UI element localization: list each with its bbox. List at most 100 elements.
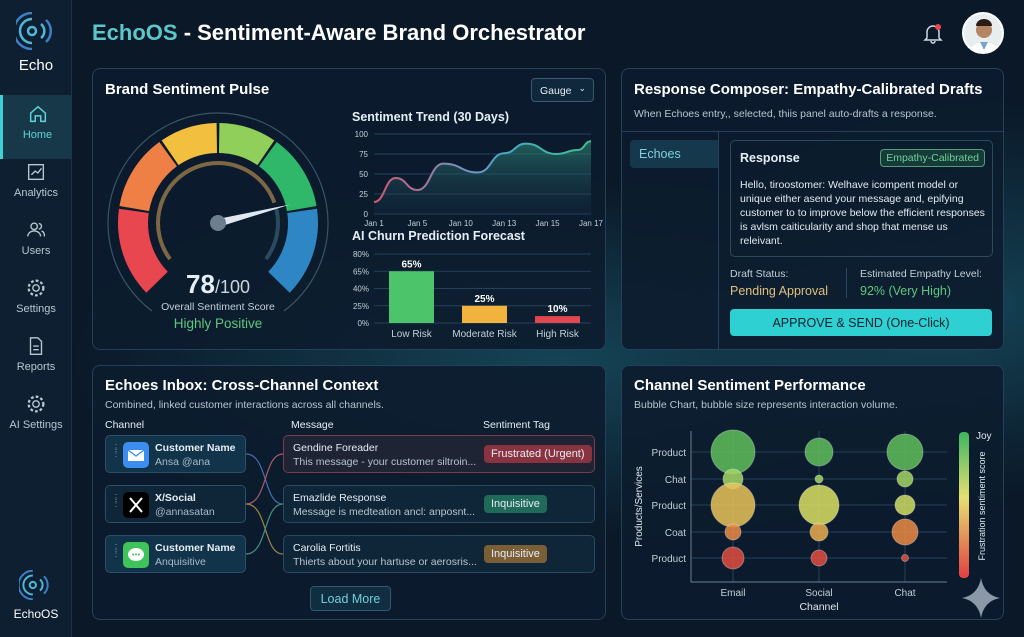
x-tick-label: Jan 10 <box>449 219 474 228</box>
colorbar-label: Frustration sentiment score <box>977 451 987 560</box>
score-display: 78/100 <box>93 269 343 300</box>
panel-subtitle: Bubble Chart, bubble size represents int… <box>634 399 898 411</box>
sparkle-icon <box>962 578 1000 618</box>
y-tick-label: Product <box>652 501 687 512</box>
bubble[interactable] <box>896 470 914 488</box>
y-tick-label: Product <box>652 554 687 565</box>
notifications-button[interactable] <box>922 22 944 49</box>
panel-subtitle: When Echoes entry,, selected, thiis pane… <box>634 108 937 120</box>
y-tick-label: 0 <box>364 210 369 219</box>
sidebar-item-settings[interactable]: Settings <box>0 269 72 333</box>
message-row[interactable]: Emazlide Response Message is medteation a… <box>283 485 595 523</box>
response-body[interactable]: Hello, tiroostomer: Welhave icompent mod… <box>740 179 985 247</box>
sidebar-item-ai-settings[interactable]: AI Settings <box>0 385 72 449</box>
gauge-remaining-arc <box>264 207 280 261</box>
drag-handle-icon[interactable]: ⋮ ⋮ <box>111 493 121 509</box>
load-more-button[interactable]: Load More <box>310 586 391 611</box>
bar <box>389 271 434 323</box>
bubble[interactable] <box>886 433 924 471</box>
sentiment-status: Highly Positive <box>173 316 263 331</box>
bubble[interactable] <box>798 484 840 526</box>
draft-status-label: Draft Status: <box>730 268 789 280</box>
x-logo-icon <box>123 492 149 518</box>
bubble[interactable] <box>901 554 909 562</box>
y-axis-label: Products/Services <box>634 466 645 547</box>
bubble[interactable] <box>710 482 756 528</box>
echo-logo[interactable]: Echo <box>0 11 72 74</box>
drag-handle-icon[interactable]: ⋮ ⋮ <box>111 443 121 459</box>
score-label: Overall Sentiment Score <box>161 301 275 313</box>
mail-icon <box>123 442 149 468</box>
panel-title: Response Composer: Empathy-Calibrated Dr… <box>634 81 983 98</box>
y-tick-label: 50 <box>359 170 368 179</box>
panel-title: Channel Sentiment Performance <box>634 377 866 394</box>
gauge-progress-arc <box>156 161 277 261</box>
view-select[interactable]: Gauge ⌄ <box>531 78 594 102</box>
approve-send-button[interactable]: APPROVE & SEND (One-Click) <box>730 309 992 336</box>
echoes-inbox-panel: Echoes Inbox: Cross-Channel Context Comb… <box>92 365 606 620</box>
message-title: Gendine Foreader <box>293 442 379 454</box>
panel-title: Brand Sentiment Pulse <box>105 81 270 98</box>
bubble[interactable] <box>891 518 919 546</box>
score-max: /100 <box>214 277 250 297</box>
bubble[interactable] <box>724 523 742 541</box>
column-header-message: Message <box>291 419 334 431</box>
gauge-outline <box>107 112 329 312</box>
y-tick-label: Chat <box>665 475 686 486</box>
bar-label: 25% <box>474 294 494 305</box>
y-tick-label: 0% <box>357 319 369 328</box>
drag-handle-icon[interactable]: ⋮ ⋮ <box>111 543 121 559</box>
axes <box>690 431 947 583</box>
channel-card[interactable]: ⋮ ⋮ Customer Name Anquisitive <box>105 535 246 573</box>
channel-card[interactable]: ⋮ ⋮ Customer Name Ansa @ana <box>105 435 246 473</box>
gauge-segment <box>119 142 177 212</box>
bar <box>535 316 580 323</box>
bar-label: 10% <box>547 304 567 315</box>
customer-handle: Anquisitive <box>155 556 206 568</box>
response-draft-card: Response Empathy-Calibrated Hello, tiroo… <box>730 140 993 257</box>
column-header-sentiment-tag: Sentiment Tag <box>483 419 550 431</box>
logo-label: Echo <box>18 57 54 74</box>
home-icon <box>29 105 46 123</box>
channel-card[interactable]: ⋮ ⋮ X/Social @annasatan <box>105 485 246 523</box>
divider <box>622 131 1003 132</box>
page-title: EchoOS - Sentiment-Aware Brand Orchestra… <box>92 20 586 46</box>
sidebar-item-users[interactable]: Users <box>0 211 72 275</box>
sidebar-item-reports[interactable]: Reports <box>0 327 72 391</box>
bubble[interactable] <box>804 437 834 467</box>
column-header-channel: Channel <box>105 419 145 431</box>
trend-area <box>374 141 591 214</box>
y-tick-label: 25 <box>359 190 368 199</box>
message-row[interactable]: Gendine Foreader This message - your cust… <box>283 435 595 473</box>
sidebar-item-home[interactable]: Home <box>0 95 72 159</box>
gauge-segment <box>118 208 168 293</box>
x-tick-label: Email <box>720 588 745 599</box>
brand-sentiment-pulse-panel: Brand Sentiment Pulse Gauge ⌄ 78/100 Over… <box>92 68 606 350</box>
empathy-badge: Empathy-Calibrated <box>880 149 985 167</box>
sound-wave-logo-icon <box>12 11 53 51</box>
users-icon <box>27 222 46 237</box>
bubble[interactable] <box>894 494 916 516</box>
category-label: Low Risk <box>391 329 433 340</box>
bubble[interactable] <box>721 546 745 570</box>
gauge-needle <box>217 204 291 227</box>
echoos-logo: EchoOS <box>0 569 72 621</box>
sidebar-item-analytics[interactable]: Analytics <box>0 153 72 217</box>
bubble[interactable] <box>814 474 824 484</box>
bubble[interactable] <box>710 429 756 475</box>
y-tick-label: 80% <box>353 250 369 259</box>
sidebar-item-label: Users <box>21 245 51 257</box>
message-preview: This message - your customer siltroin... <box>293 456 477 468</box>
bell-icon <box>923 24 943 44</box>
tab-echoes[interactable]: Echoes <box>630 140 718 168</box>
message-preview: Thierts about your hartuse or aerosris..… <box>293 556 477 568</box>
y-tick-label: 100 <box>355 130 369 139</box>
sidebar-item-label: Reports <box>16 361 56 373</box>
bubble[interactable] <box>810 549 828 567</box>
bubble[interactable] <box>809 522 829 542</box>
message-row[interactable]: Carolia Fortitis Thierts about your hartu… <box>283 535 595 573</box>
avatar[interactable] <box>962 12 1004 54</box>
bar-label: 65% <box>401 259 421 270</box>
category-label: High Risk <box>536 329 580 340</box>
customer-name: X/Social <box>155 492 196 504</box>
